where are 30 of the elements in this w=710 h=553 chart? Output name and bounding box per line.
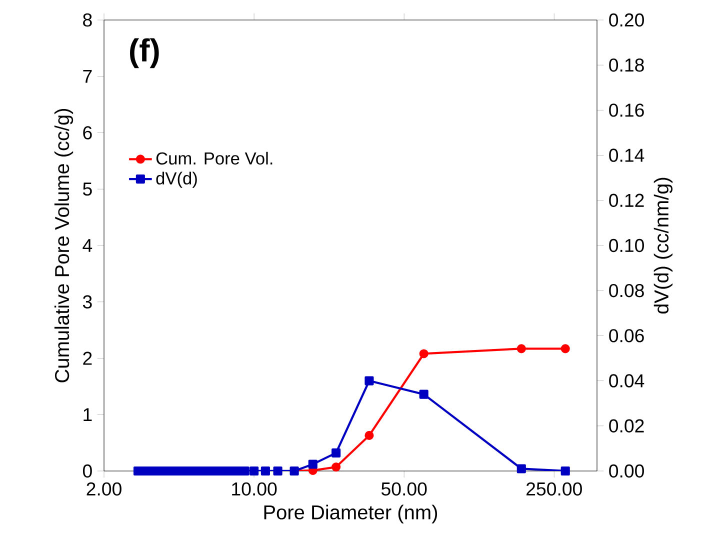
annotation: (f) [130,38,159,68]
x-axis-title: Pore Diameter (nm) [264,504,438,524]
y-tick-label: 3 [82,295,92,308]
y-tick-label: 6 [83,126,92,140]
y2-tick-label: 0.12 [609,194,644,208]
y-tick-label: 8 [83,13,92,27]
y-tick-label: 0 [82,464,92,478]
x-tick-label: 250.00 [526,482,582,496]
y2-tick-label: 0.08 [609,284,644,298]
y-tick-label: 2 [83,352,92,365]
y2-tick-label: 0.20 [609,13,644,27]
legend-label: Cum. Pore Vol. [156,152,272,165]
y2-tick-label: 0.02 [609,419,644,432]
y2-tick-label: 0.14 [609,148,644,162]
y2-tick-label: 0.06 [609,329,644,342]
y2-tick-label: 0.04 [609,374,644,388]
legend-label: dV(d) [156,172,197,188]
y2-tick-label: 0.00 [609,464,644,478]
y-tick-label: 7 [83,70,92,83]
y-tick-label: 4 [82,239,92,252]
y-axis-title: Cumulative Pore Volume (cc/g) [54,108,74,382]
y2-axis-title: dV(d) (cc/nm/g) [654,178,672,314]
x-tick-label: 10.00 [232,482,277,496]
y2-tick-label: 0.16 [609,104,644,117]
y-tick-label: 1 [84,408,92,422]
x-tick-label: 2.00 [86,482,122,496]
y2-tick-label: 0.10 [609,238,644,252]
y-tick-label: 5 [83,182,92,196]
x-tick-label: 50.00 [381,482,427,496]
y2-tick-label: 0.18 [609,58,644,72]
